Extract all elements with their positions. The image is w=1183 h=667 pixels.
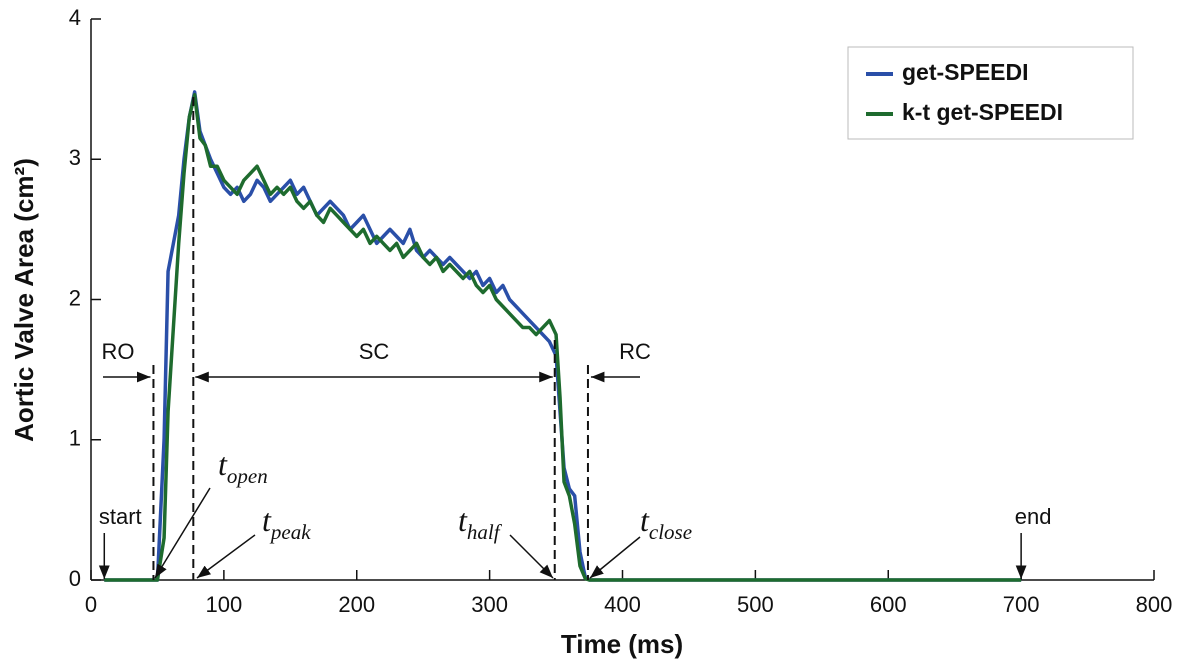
y-tick-label: 2 xyxy=(69,285,81,310)
x-tick-label: 800 xyxy=(1136,592,1173,617)
end-label: end xyxy=(1015,504,1052,529)
phase-label: RC xyxy=(619,339,651,364)
legend-label: get-SPEEDI xyxy=(902,59,1029,85)
event-subscript: half xyxy=(467,520,503,544)
event-arrow xyxy=(196,534,256,579)
x-tick-label: 400 xyxy=(604,592,641,617)
event-symbol: t xyxy=(218,446,228,482)
event-symbol: t xyxy=(640,502,650,538)
event-symbol: t xyxy=(262,502,272,538)
y-tick-label: 0 xyxy=(69,566,81,591)
x-tick-label: 600 xyxy=(870,592,907,617)
x-tick-label: 0 xyxy=(85,592,97,617)
y-tick-label: 1 xyxy=(69,426,81,451)
y-axis-label: Aortic Valve Area (cm²) xyxy=(9,158,39,442)
y-tick-label: 4 xyxy=(69,5,81,30)
x-axis-label: Time (ms) xyxy=(561,629,683,659)
event-arrow xyxy=(509,534,554,579)
start-label: start xyxy=(99,504,142,529)
event-arrow xyxy=(589,536,641,579)
x-tick-label: 500 xyxy=(737,592,774,617)
x-tick-label: 700 xyxy=(1003,592,1040,617)
x-tick-label: 100 xyxy=(206,592,243,617)
data-line xyxy=(104,92,1022,582)
x-tick-label: 200 xyxy=(338,592,375,617)
event-label: thalf xyxy=(458,502,503,543)
event-label: topen xyxy=(218,446,268,487)
legend-box xyxy=(847,46,1134,140)
legend: get-SPEEDI k-t get-SPEEDI xyxy=(847,46,1134,140)
event-symbol: t xyxy=(458,502,468,538)
event-subscript: open xyxy=(227,464,268,488)
phase-label: RO xyxy=(102,339,135,364)
event-label: tpeak xyxy=(262,502,311,543)
event-subscript: peak xyxy=(269,520,311,544)
event-arrow xyxy=(154,487,211,579)
event-label: tclose xyxy=(640,502,692,543)
event-subscript: close xyxy=(649,520,692,544)
phase-label: SC xyxy=(359,339,390,364)
data-line xyxy=(104,90,1022,582)
y-tick-label: 3 xyxy=(69,145,81,170)
legend-label: k-t get-SPEEDI xyxy=(902,99,1063,125)
x-tick-label: 300 xyxy=(471,592,508,617)
